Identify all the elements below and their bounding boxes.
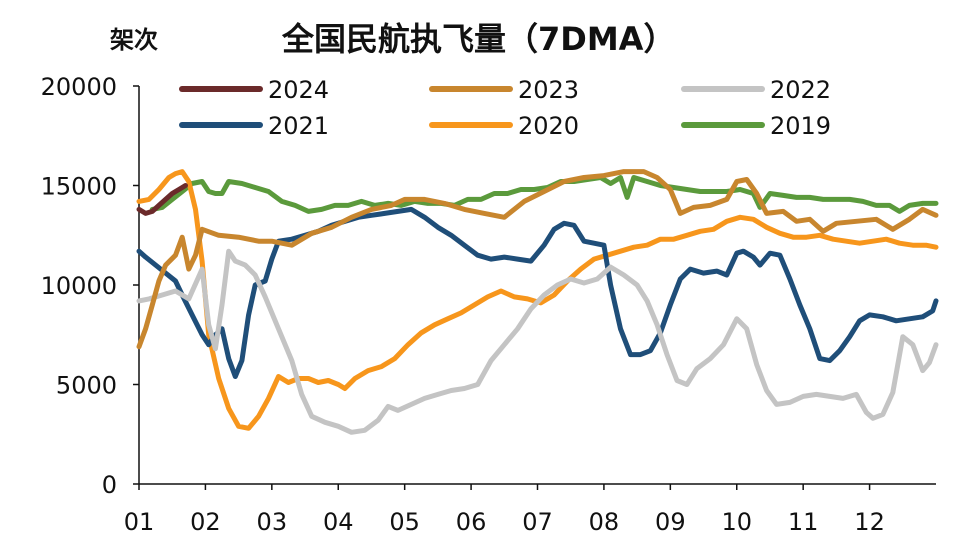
x-tick-label: 10	[721, 508, 752, 536]
y-tick-label: 15000	[41, 173, 117, 201]
x-tick-label: 05	[389, 508, 420, 536]
x-tick-label: 08	[589, 508, 620, 536]
x-tick-label: 07	[522, 508, 553, 536]
y-tick-label: 0	[102, 471, 117, 499]
legend-label-2024: 2024	[268, 76, 329, 104]
legend: 2024 2023 2022 2021 2020 2019	[179, 76, 831, 140]
series-line-2022	[136, 248, 939, 435]
x-tick-label: 06	[456, 508, 487, 536]
x-tick-label: 04	[323, 508, 354, 536]
y-tick-label: 20000	[41, 73, 117, 101]
legend-label-2020: 2020	[518, 112, 579, 140]
x-tick-label: 12	[854, 508, 885, 536]
legend-label-2021: 2021	[268, 112, 329, 140]
x-tick-label: 02	[190, 508, 221, 536]
x-tick-label: 03	[257, 508, 288, 536]
y-tick-label: 10000	[41, 272, 117, 300]
y-tick-label: 5000	[56, 372, 117, 400]
x-tick-label: 09	[655, 508, 686, 536]
legend-label-2019: 2019	[770, 112, 831, 140]
series-line-2019	[149, 175, 939, 214]
series-line-2020	[136, 169, 939, 431]
series-line-2024	[136, 183, 188, 216]
unit-label: 架次	[110, 26, 158, 54]
series-line-2023	[136, 169, 939, 350]
series-layer	[136, 169, 939, 435]
x-tick-label: 11	[788, 508, 819, 536]
series-line-2021	[136, 206, 939, 379]
chart-title: 全国民航执飞量（7DMA）	[281, 20, 675, 58]
legend-label-2023: 2023	[518, 76, 579, 104]
x-tick-label: 01	[124, 508, 155, 536]
axes: 0 5000 10000 15000 20000 01 02 03 04 05 06 07 08 09 10…	[41, 73, 936, 536]
legend-label-2022: 2022	[770, 76, 831, 104]
